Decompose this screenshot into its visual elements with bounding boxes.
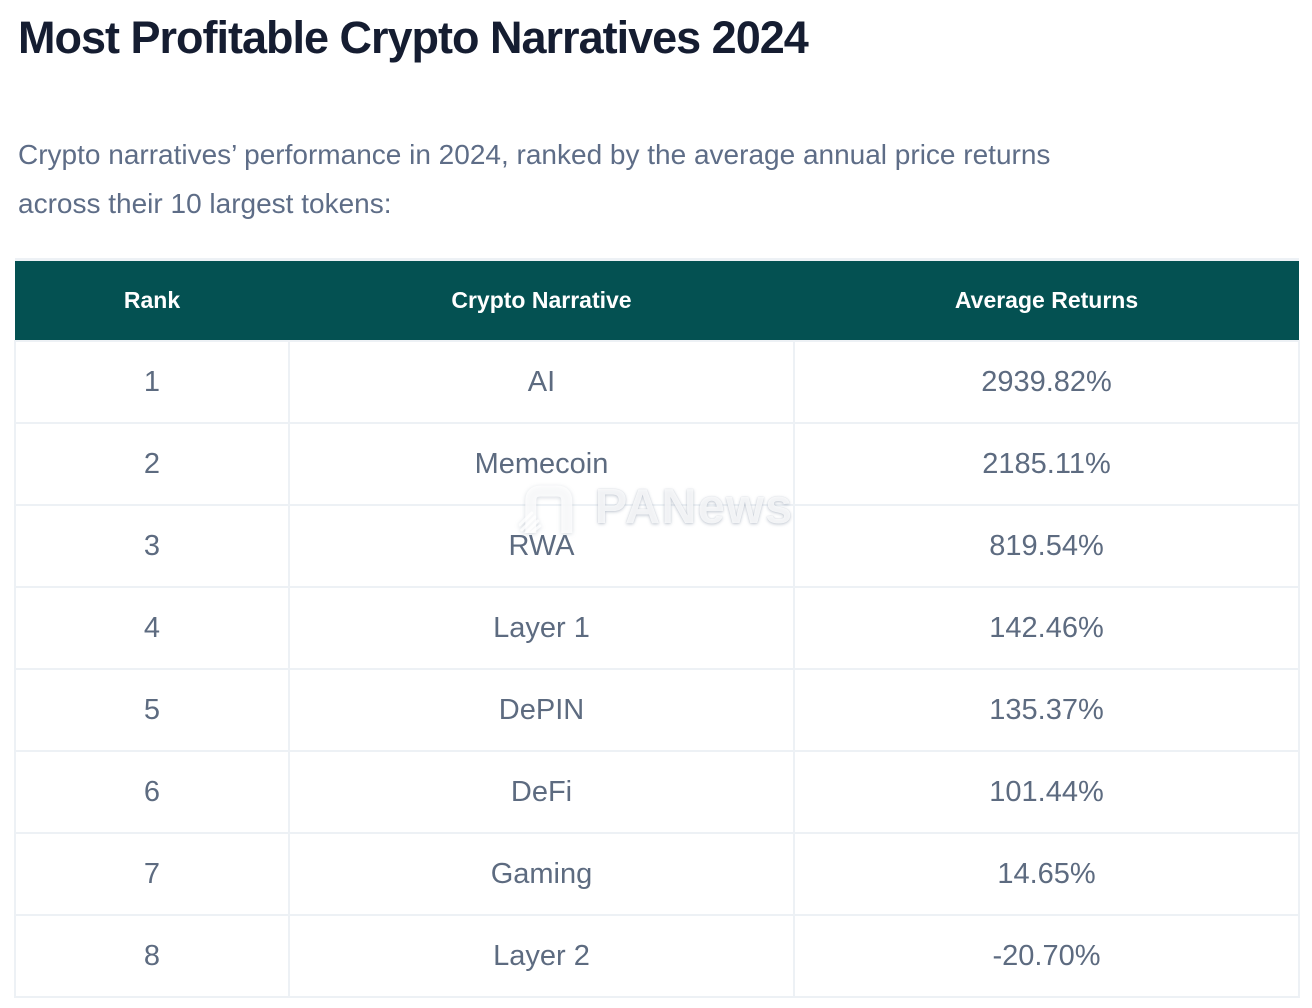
narrative-cell: Memecoin bbox=[288, 422, 795, 506]
table-header: Rank Crypto Narrative Average Returns bbox=[15, 258, 1299, 341]
returns-cell: 142.46% bbox=[793, 586, 1300, 670]
page-subtitle: Crypto narratives’ performance in 2024, … bbox=[18, 130, 1298, 228]
narrative-cell: Gaming bbox=[288, 832, 795, 916]
table-header-row: Rank Crypto Narrative Average Returns bbox=[15, 258, 1299, 341]
returns-cell: 14.65% bbox=[793, 832, 1300, 916]
table-row: 1 AI 2939.82% bbox=[14, 340, 1300, 424]
table-row: 6 DeFi 101.44% bbox=[14, 750, 1300, 834]
rank-cell: 2 bbox=[14, 422, 290, 506]
narrative-cell: DePIN bbox=[288, 668, 795, 752]
table-row: 3 RWA 819.54% bbox=[14, 504, 1300, 588]
returns-cell: 2185.11% bbox=[793, 422, 1300, 506]
header-rank: Rank bbox=[15, 258, 289, 341]
subtitle-line-1: Crypto narratives’ performance in 2024, … bbox=[18, 139, 1051, 170]
subtitle-line-2: across their 10 largest tokens: bbox=[18, 188, 392, 219]
rank-cell: 8 bbox=[14, 914, 290, 998]
rank-cell: 7 bbox=[14, 832, 290, 916]
returns-cell: -20.70% bbox=[793, 914, 1300, 998]
rank-cell: 6 bbox=[14, 750, 290, 834]
table-row: 7 Gaming 14.65% bbox=[14, 832, 1300, 916]
rank-cell: 1 bbox=[14, 340, 290, 424]
rank-cell: 5 bbox=[14, 668, 290, 752]
returns-cell: 135.37% bbox=[793, 668, 1300, 752]
narratives-table: Rank Crypto Narrative Average Returns 1 … bbox=[14, 258, 1300, 998]
narratives-table-container: Rank Crypto Narrative Average Returns 1 … bbox=[14, 258, 1300, 998]
header-average-returns: Average Returns bbox=[794, 258, 1299, 341]
returns-cell: 819.54% bbox=[793, 504, 1300, 588]
table-row: 8 Layer 2 -20.70% bbox=[14, 914, 1300, 998]
header-crypto-narrative: Crypto Narrative bbox=[289, 258, 794, 341]
table-row: 4 Layer 1 142.46% bbox=[14, 586, 1300, 670]
table-row: 5 DePIN 135.37% bbox=[14, 668, 1300, 752]
rank-cell: 4 bbox=[14, 586, 290, 670]
narrative-cell: Layer 1 bbox=[288, 586, 795, 670]
table-body: 1 AI 2939.82% 2 Memecoin 2185.11% 3 RWA … bbox=[14, 340, 1300, 998]
narrative-cell: DeFi bbox=[288, 750, 795, 834]
narrative-cell: AI bbox=[288, 340, 795, 424]
returns-cell: 2939.82% bbox=[793, 340, 1300, 424]
narrative-cell: Layer 2 bbox=[288, 914, 795, 998]
table-row: 2 Memecoin 2185.11% bbox=[14, 422, 1300, 506]
returns-cell: 101.44% bbox=[793, 750, 1300, 834]
page-title: Most Profitable Crypto Narratives 2024 bbox=[18, 12, 809, 63]
narrative-cell: RWA bbox=[288, 504, 795, 588]
rank-cell: 3 bbox=[14, 504, 290, 588]
